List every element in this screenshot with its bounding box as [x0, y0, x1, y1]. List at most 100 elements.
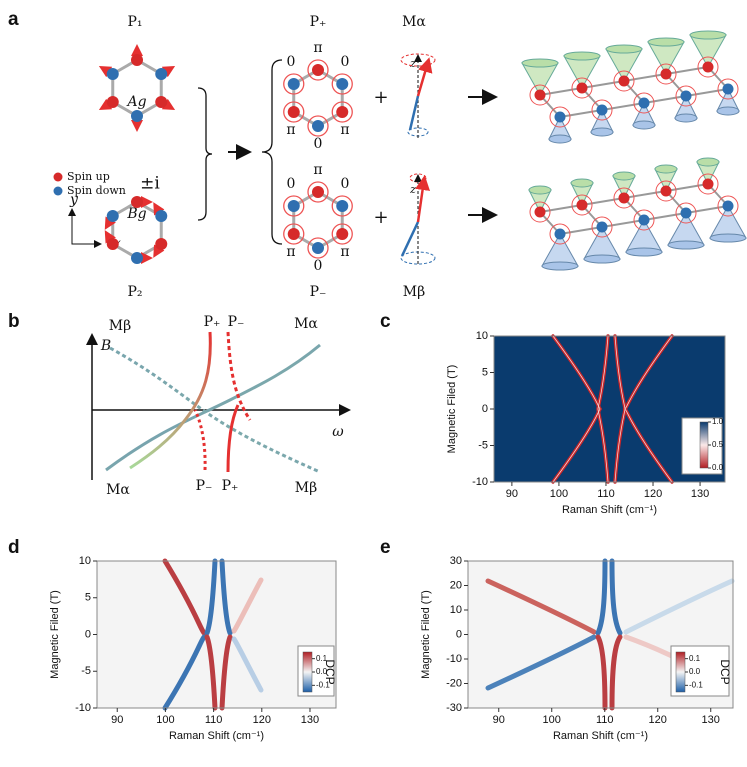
phase-label: 0 — [314, 258, 323, 274]
atom — [534, 206, 546, 218]
atom — [312, 120, 324, 132]
atom — [106, 210, 119, 222]
atom — [131, 196, 143, 208]
legend-marker — [53, 186, 63, 196]
x-tick-label: 100 — [550, 488, 568, 500]
cone — [667, 240, 705, 250]
colorbar-tick-label: 1.0 — [712, 417, 724, 426]
x-tick-label: 110 — [597, 488, 615, 500]
cone — [570, 178, 594, 188]
y-tick-label: 10 — [79, 555, 91, 567]
phase-label: 0 — [341, 54, 350, 70]
atom — [312, 242, 324, 254]
y-tick-label: 0 — [456, 628, 462, 640]
branch-label: P₊ — [204, 314, 221, 330]
y-tick-label: 5 — [482, 366, 488, 378]
orbit — [529, 201, 551, 223]
orbit — [549, 223, 571, 245]
precession-orbit — [283, 73, 305, 95]
atom — [336, 78, 349, 90]
branch-label: P₋ — [228, 314, 245, 330]
atom — [596, 104, 608, 116]
x-axis-label: Raman Shift (cm⁻¹) — [553, 730, 648, 742]
phase-label: π — [340, 122, 349, 138]
panel-label: c — [380, 311, 391, 332]
panel-label: e — [380, 537, 391, 558]
dispersion-diagram — [86, 331, 351, 480]
branch-label: Mβ — [295, 480, 317, 496]
orbit — [633, 92, 655, 114]
atom — [106, 238, 119, 250]
phase-label: 0 — [314, 136, 323, 152]
phase-label: π — [313, 40, 322, 56]
y-tick-label: 5 — [85, 592, 91, 604]
precession-orbit — [331, 101, 353, 123]
cone — [541, 261, 579, 271]
orbit — [717, 195, 739, 217]
cone — [521, 58, 559, 68]
panel-label: d — [8, 537, 20, 558]
y-tick-label: -10 — [472, 476, 488, 488]
branch-label: Mα — [106, 482, 130, 498]
atom — [722, 83, 734, 95]
bond — [292, 68, 344, 128]
colorbar-tick-label: 0.0 — [712, 463, 724, 472]
colorbar-tick-label: 0.0 — [689, 667, 701, 676]
orbit — [697, 56, 719, 78]
atom — [576, 82, 588, 94]
atom — [336, 200, 349, 212]
cone — [528, 185, 552, 195]
x-tick-label: 90 — [506, 488, 518, 500]
mode-label: P₊ — [310, 14, 327, 30]
axis-arrow — [71, 212, 102, 248]
colorbar — [675, 651, 686, 693]
orbit — [571, 77, 593, 99]
orbit — [717, 78, 739, 100]
precession — [400, 53, 436, 265]
atom — [618, 192, 630, 204]
heatmap-features — [162, 334, 735, 711]
phase-label: 0 — [287, 176, 296, 192]
y-axis-label: Magnetic Filed (T) — [446, 365, 458, 454]
phase-label: π — [286, 244, 295, 260]
phase-label: π — [286, 122, 295, 138]
atom — [638, 97, 650, 109]
orbit — [571, 194, 593, 216]
orbit — [591, 99, 613, 121]
x-tick-label: 130 — [691, 488, 709, 500]
atom — [155, 68, 168, 80]
precession-orbit — [331, 223, 353, 245]
plus-sign: + — [373, 207, 388, 228]
y-tick-label: 30 — [450, 555, 462, 567]
orbit — [529, 84, 551, 106]
mode-label: P₋ — [310, 284, 327, 300]
cone — [625, 247, 663, 257]
atom — [287, 78, 300, 90]
orbit — [549, 106, 571, 128]
orbit — [633, 209, 655, 231]
atom — [155, 238, 168, 250]
axis-label: z — [409, 57, 416, 70]
atom — [131, 54, 143, 66]
cone — [583, 254, 621, 264]
colorbar-label: DCP — [323, 659, 337, 684]
x-axis-label: Raman Shift (cm⁻¹) — [562, 504, 657, 516]
colorbar-tick-label: 0.5 — [712, 440, 724, 449]
atom — [702, 178, 714, 190]
atom — [554, 228, 566, 240]
legend-label: Spin down — [67, 184, 126, 197]
y-tick-label: 10 — [476, 330, 488, 342]
cone — [647, 37, 685, 47]
axis-label: B — [100, 338, 111, 354]
cone — [654, 164, 678, 174]
y-tick-label: -10 — [75, 702, 91, 714]
atom — [336, 228, 349, 240]
phase-label: 0 — [341, 176, 350, 192]
atom — [287, 106, 300, 118]
orbit — [697, 173, 719, 195]
branch-label: Mα — [294, 316, 318, 332]
precession-orbit — [307, 237, 329, 259]
atom — [618, 75, 630, 87]
orbit — [613, 70, 635, 92]
atom — [702, 61, 714, 73]
